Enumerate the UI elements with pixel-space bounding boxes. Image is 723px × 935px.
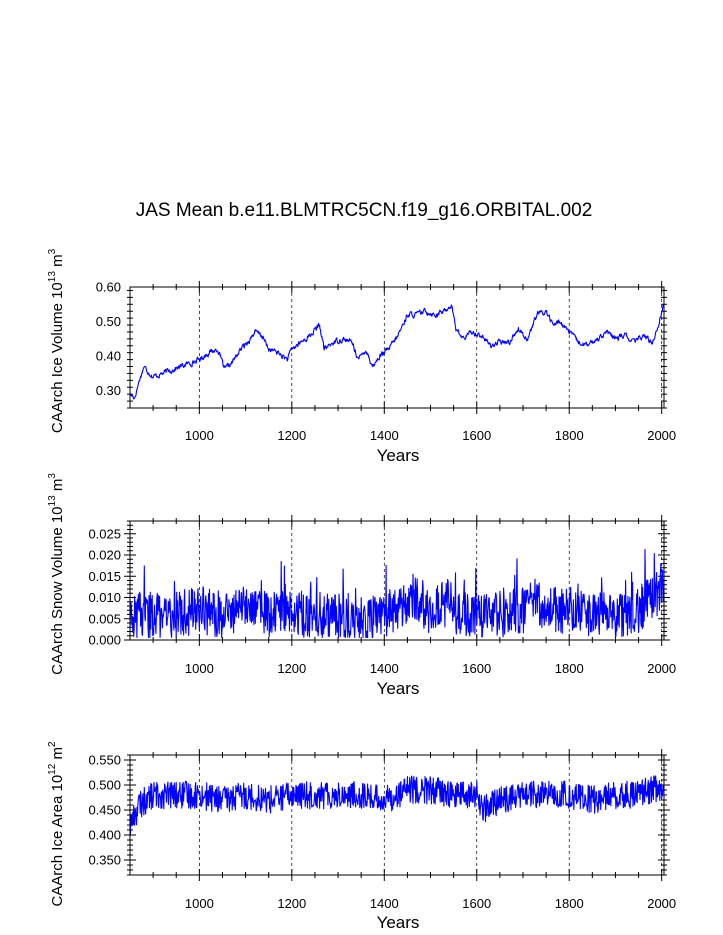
snow-volume-y-axis-label-text: CAArch Snow Volume 10 bbox=[49, 506, 66, 674]
ice-area-y-tick-label: 0.450 bbox=[88, 803, 121, 818]
ice-area-gridlines bbox=[199, 755, 663, 875]
ice-volume-panel: 0.30 0.40 0.50 0.60 1000 1200 1400 1600 1800 200… bbox=[47, 248, 676, 465]
ice-volume-y-axis-label: CAArch Ice Volume 1013 m3 bbox=[47, 248, 66, 433]
snow-volume-x-tick-label: 1600 bbox=[462, 661, 491, 676]
snow-volume-series-line bbox=[129, 548, 664, 639]
ice-area-y-tick-label: 0.500 bbox=[88, 778, 121, 793]
ice-area-x-tick-label: 1000 bbox=[185, 896, 214, 911]
snow-volume-plot-frame bbox=[129, 520, 665, 641]
ice-volume-y-axis-label-unit: m bbox=[49, 254, 66, 271]
snow-volume-y-axis-label-unit-exponent: 3 bbox=[47, 473, 58, 479]
ice-area-y-tick-label: 0.350 bbox=[88, 853, 121, 868]
ice-volume-x-tick-label: 1600 bbox=[462, 428, 491, 443]
ice-volume-x-tick-label: 1000 bbox=[185, 428, 214, 443]
ice-area-y-axis-label-exponent: 12 bbox=[47, 763, 58, 775]
ice-volume-x-tick-labels: 1000 1200 1400 1600 1800 2000 bbox=[185, 428, 676, 443]
ice-volume-x-tick-label: 1200 bbox=[277, 428, 306, 443]
ice-volume-x-tick-label: 2000 bbox=[647, 428, 676, 443]
snow-volume-x-tick-label: 1400 bbox=[370, 661, 399, 676]
ice-area-x-tick-label: 1400 bbox=[370, 896, 399, 911]
ice-volume-gridlines bbox=[199, 287, 663, 408]
ice-area-y-axis-label: CAArch Ice Area 1012 m2 bbox=[47, 741, 66, 907]
snow-volume-y-tick-label: 0.015 bbox=[88, 569, 121, 584]
ice-area-plot-frame bbox=[129, 754, 665, 876]
snow-volume-x-axis-label: Years bbox=[377, 679, 420, 698]
ice-area-y-axis-label-text: CAArch Ice Area 10 bbox=[49, 775, 66, 907]
ice-volume-y-tick-label: 0.30 bbox=[96, 383, 121, 398]
ice-area-y-axis-label-unit-exponent: 2 bbox=[47, 741, 58, 747]
ice-volume-ticks bbox=[127, 281, 667, 414]
ice-volume-y-axis-label-text: CAArch Ice Volume 10 bbox=[49, 282, 66, 433]
snow-volume-y-axis-label-unit: m bbox=[49, 479, 66, 496]
ice-volume-y-tick-labels: 0.30 0.40 0.50 0.60 bbox=[96, 280, 121, 399]
ice-area-x-axis-label: Years bbox=[377, 913, 420, 932]
snow-volume-y-tick-labels: 0.000 0.005 0.010 0.015 0.020 0.025 bbox=[88, 526, 121, 647]
snow-volume-x-tick-labels: 1000 1200 1400 1600 1800 2000 bbox=[185, 661, 676, 676]
figure-title: JAS Mean b.e11.BLMTRC5CN.f19_g16.ORBITAL… bbox=[136, 200, 593, 221]
snow-volume-x-tick-label: 1800 bbox=[555, 661, 584, 676]
snow-volume-y-tick-label: 0.010 bbox=[88, 590, 121, 605]
ice-area-x-tick-labels: 1000 1200 1400 1600 1800 2000 bbox=[185, 896, 676, 911]
ice-volume-x-axis-label: Years bbox=[377, 446, 420, 465]
ice-area-x-tick-label: 1600 bbox=[462, 896, 491, 911]
ice-volume-y-axis-label-unit-exponent: 3 bbox=[47, 248, 58, 254]
ice-area-x-tick-label: 1800 bbox=[555, 896, 584, 911]
ice-volume-x-tick-label: 1400 bbox=[370, 428, 399, 443]
snow-volume-y-axis-label-exponent: 13 bbox=[47, 495, 58, 507]
ice-volume-x-tick-label: 1800 bbox=[555, 428, 584, 443]
ice-volume-y-axis-label-exponent: 13 bbox=[47, 271, 58, 283]
ice-area-panel: 0.350 0.400 0.450 0.500 0.550 1000 1200 1400 16… bbox=[47, 741, 676, 932]
snow-volume-y-tick-label: 0.025 bbox=[88, 526, 121, 541]
snow-volume-y-tick-label: 0.020 bbox=[88, 548, 121, 563]
snow-volume-x-tick-label: 2000 bbox=[647, 661, 676, 676]
ice-area-x-tick-label: 2000 bbox=[647, 896, 676, 911]
ice-area-y-axis-label-unit: m bbox=[49, 747, 66, 764]
snow-volume-gridlines bbox=[199, 521, 663, 640]
snow-volume-x-tick-label: 1200 bbox=[277, 661, 306, 676]
snow-volume-y-axis-label: CAArch Snow Volume 1013 m3 bbox=[47, 473, 66, 675]
ice-volume-y-tick-label: 0.60 bbox=[96, 280, 121, 295]
ice-volume-plot-frame bbox=[129, 286, 665, 409]
ice-volume-y-tick-label: 0.40 bbox=[96, 349, 121, 364]
ice-area-ticks bbox=[124, 749, 670, 881]
snow-volume-y-tick-label: 0.005 bbox=[88, 611, 121, 626]
ice-volume-y-tick-label: 0.50 bbox=[96, 314, 121, 329]
ice-area-y-tick-label: 0.400 bbox=[88, 828, 121, 843]
snow-volume-y-tick-label: 0.000 bbox=[88, 633, 121, 648]
snow-volume-x-tick-label: 1000 bbox=[185, 661, 214, 676]
ice-area-x-tick-label: 1200 bbox=[277, 896, 306, 911]
ice-area-y-tick-label: 0.550 bbox=[88, 753, 121, 768]
ice-area-y-tick-labels: 0.350 0.400 0.450 0.500 0.550 bbox=[88, 753, 121, 868]
ice-volume-series-line bbox=[129, 304, 664, 400]
ice-area-series-line bbox=[129, 775, 664, 835]
